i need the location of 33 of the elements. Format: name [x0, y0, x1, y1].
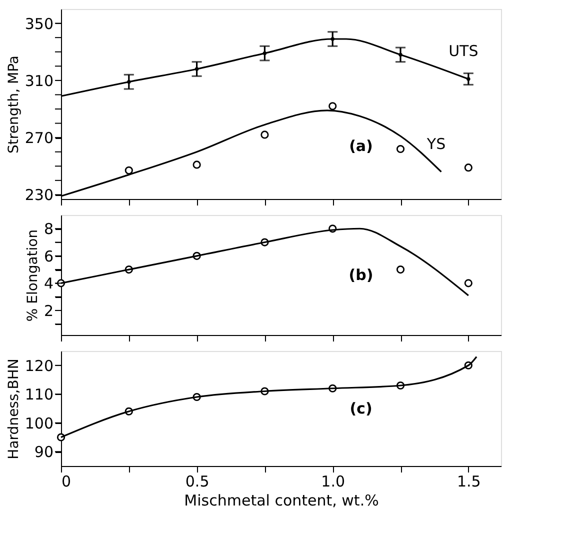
y-tick-label: 120	[24, 356, 54, 375]
y-tick-label: 270	[24, 129, 54, 148]
y-tick-label: 100	[24, 414, 54, 432]
point	[124, 166, 133, 174]
y-tick-label: 4	[44, 274, 54, 293]
x-tick-label: 0	[62, 472, 72, 490]
series-label: YS	[426, 134, 446, 153]
y-tick-label: 110	[24, 386, 54, 404]
point	[464, 279, 472, 288]
y-tick-label: 6	[44, 247, 54, 266]
annotation: (b)	[348, 266, 374, 284]
point	[328, 102, 337, 110]
y-axis-title: % Elongation	[24, 229, 41, 322]
y-tick-label: 2	[44, 302, 54, 320]
y-tick-label: 90	[34, 443, 54, 462]
point	[192, 160, 201, 169]
annotation: (c)	[350, 400, 372, 418]
annotation: (a)	[349, 136, 373, 155]
y-tick-label: 310	[24, 72, 54, 90]
y-tick-label: 350	[24, 14, 54, 33]
point	[464, 164, 472, 172]
x-axis-title: Mischmetal content, wt.%	[184, 492, 379, 510]
y-tick-label: 8	[44, 220, 54, 238]
point	[396, 144, 405, 154]
x-tick-label: 1.0	[321, 472, 346, 490]
x-tick-label: 0.5	[185, 472, 210, 490]
x-tick-label: 1.5	[456, 472, 481, 490]
y-axis-title: Hardness,BHN	[6, 358, 22, 460]
series-label: UTS	[448, 42, 478, 60]
y-axis-title: Strength, MPa	[6, 56, 22, 154]
y-tick-label: 230	[24, 186, 54, 204]
point	[260, 130, 269, 139]
point	[396, 266, 405, 274]
